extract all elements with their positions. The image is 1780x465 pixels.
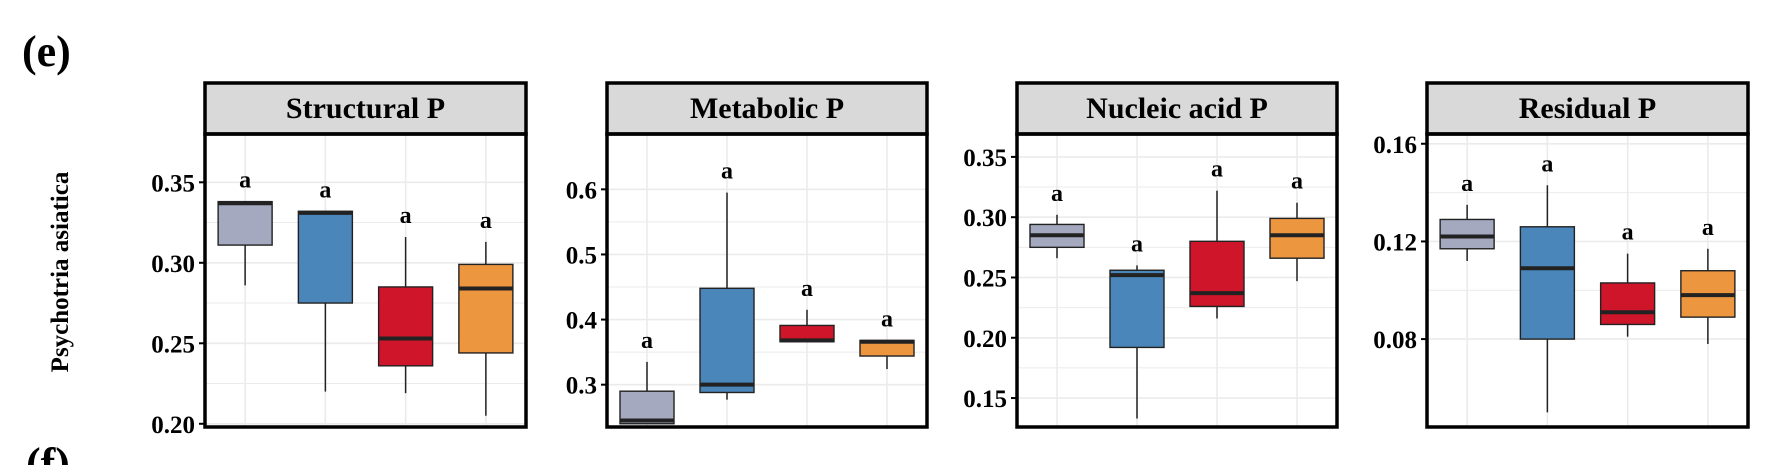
facet-strip	[1015, 81, 1339, 136]
box-group-2: a	[1519, 151, 1576, 413]
y-tick-label: 0.30	[963, 205, 1007, 232]
y-tick-label: 0.35	[963, 145, 1007, 172]
panel-border	[203, 132, 528, 429]
y-tick-label: 0.30	[151, 251, 195, 278]
significance-label: a	[721, 159, 733, 185]
box-iqr	[377, 286, 434, 367]
box-group-2: a	[699, 159, 755, 400]
y-tick-label: 0.25	[151, 331, 195, 358]
significance-label: a	[1702, 215, 1714, 241]
box-group-4: a	[458, 208, 514, 416]
significance-label: a	[801, 276, 813, 302]
box-group-1: a	[1029, 181, 1085, 259]
panel-letter-f: (f)	[26, 439, 70, 465]
box-group-3: a	[377, 203, 434, 394]
box-iqr	[619, 390, 675, 425]
plot-background	[1017, 134, 1337, 427]
box-group-3: a	[1189, 157, 1245, 319]
box-iqr	[1269, 217, 1325, 259]
significance-label: a	[1051, 181, 1063, 207]
box-group-2: a	[297, 177, 354, 392]
panel-border	[1425, 132, 1750, 429]
y-tick-label: 0.5	[566, 242, 597, 269]
box-iqr	[1109, 269, 1165, 349]
box-group-1: a	[1439, 171, 1495, 261]
significance-label: a	[1541, 151, 1553, 177]
y-tick-label: 0.20	[963, 326, 1007, 353]
facet-title: Nucleic acid P	[1086, 92, 1268, 125]
box-group-4: a	[859, 306, 915, 370]
significance-label: a	[1461, 171, 1473, 197]
facet-title: Residual P	[1519, 92, 1657, 125]
box-iqr	[297, 210, 354, 304]
facet-strip	[1425, 81, 1750, 136]
box-iqr	[458, 263, 514, 354]
box-iqr	[1439, 218, 1495, 250]
box-group-3: a	[1599, 220, 1656, 337]
facet-title: Structural P	[286, 92, 445, 125]
y-tick-label: 0.25	[963, 265, 1007, 292]
plot-background	[607, 134, 927, 427]
facet-3: a a a a Nucleic acid P 0.15 0.20 0.25 0.30 0.35	[963, 81, 1339, 429]
y-tick-label: 0.4	[566, 308, 598, 335]
box-group-1: a	[217, 168, 273, 286]
y-tick-label: 0.08	[1373, 327, 1417, 354]
box-iqr	[1519, 226, 1576, 340]
panel-border	[1015, 132, 1339, 429]
y-tick-label: 0.15	[963, 386, 1007, 413]
facet-4: a a a a Residual P 0.08 0.12 0.16	[1373, 81, 1750, 429]
facet-panels: a a a a Structural P 0.20 0.25 0.30 0.35 a a a a Meta…	[151, 81, 1750, 439]
y-tick-label: 0.3	[566, 373, 597, 400]
y-tick-label: 0.12	[1373, 229, 1417, 256]
significance-label: a	[480, 208, 492, 234]
box-iqr	[699, 287, 755, 394]
significance-label: a	[881, 306, 893, 332]
y-tick-label: 0.35	[151, 170, 195, 197]
y-tick-label: 0.20	[151, 412, 195, 439]
box-group-4: a	[1680, 215, 1736, 344]
panel-border	[605, 132, 929, 429]
row-label: Psychotria asiatica	[47, 171, 74, 372]
significance-label: a	[1211, 157, 1223, 183]
box-group-4: a	[1269, 169, 1325, 282]
significance-label: a	[239, 168, 251, 194]
panel-letter-e: (e)	[22, 27, 71, 76]
significance-label: a	[1622, 220, 1634, 246]
significance-label: a	[400, 203, 412, 229]
facet-1: a a a a Structural P 0.20 0.25 0.30 0.35	[151, 81, 528, 439]
y-tick-label: 0.6	[566, 177, 597, 204]
facet-2: a a a a Metabolic P 0.3 0.4 0.5 0.6	[566, 81, 929, 429]
box-iqr	[1599, 282, 1656, 326]
box-iqr	[1189, 240, 1245, 308]
significance-label: a	[1131, 231, 1143, 257]
box-group-3: a	[779, 276, 835, 343]
y-tick-label: 0.16	[1373, 132, 1417, 159]
box-iqr	[217, 200, 273, 246]
box-group-1: a	[619, 328, 675, 425]
significance-label: a	[319, 177, 331, 203]
box-group-2: a	[1109, 231, 1165, 419]
significance-label: a	[1291, 169, 1303, 195]
facet-title: Metabolic P	[690, 92, 844, 125]
significance-label: a	[641, 328, 653, 354]
